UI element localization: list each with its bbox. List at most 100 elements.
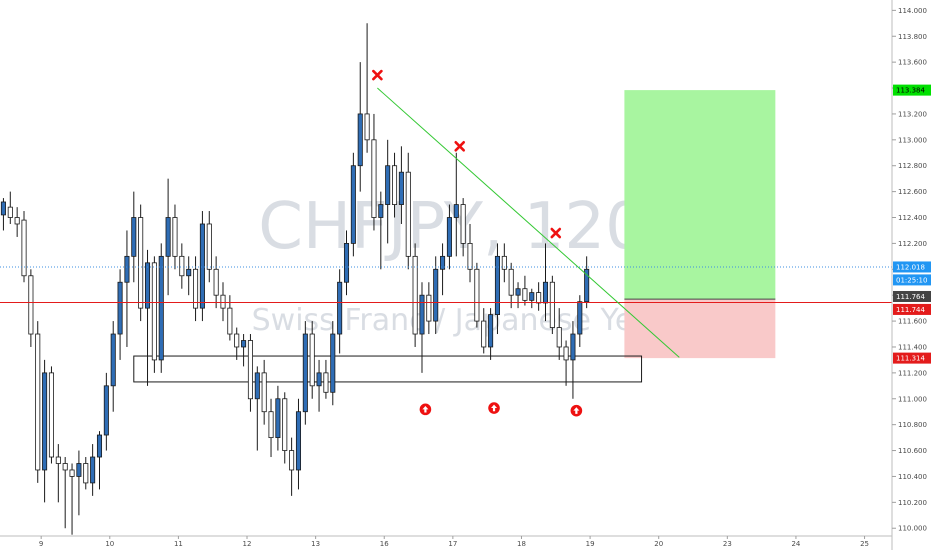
- candle: [206, 211, 212, 283]
- price-tick-label: 112.200: [898, 240, 927, 248]
- support-arrow-up-icon: [488, 402, 500, 414]
- candle-body: [378, 204, 384, 218]
- candle-body: [103, 385, 109, 436]
- candle-body: [193, 268, 199, 309]
- candle: [295, 398, 302, 490]
- candle: [460, 198, 466, 257]
- candle-body: [440, 255, 446, 270]
- time-tick-label: 12: [243, 540, 252, 548]
- support-arrow-up-icon: [570, 404, 583, 417]
- candle-body: [48, 372, 54, 458]
- time-tick-label: 18: [517, 540, 526, 548]
- candle: [131, 191, 137, 283]
- candle: [62, 457, 68, 529]
- candle: [179, 243, 185, 289]
- candle-body: [220, 294, 226, 309]
- candle-body: [405, 171, 411, 257]
- candle: [138, 204, 144, 322]
- candle-body: [110, 333, 116, 387]
- price-badge: 111.314: [893, 352, 931, 364]
- candle-body: [433, 268, 439, 322]
- symbol-watermark: CHFJPY, 120 Swiss Franc / Japanese Yen: [252, 190, 653, 338]
- candle-body: [398, 171, 404, 205]
- time-tick-label: 25: [860, 540, 869, 548]
- candle: [302, 321, 308, 425]
- candle-body: [21, 219, 27, 277]
- candle-body: [158, 255, 164, 361]
- candle: [117, 269, 123, 360]
- price-tick-label: 112.600: [898, 188, 927, 196]
- candle-body: [282, 398, 288, 451]
- candle: [364, 23, 370, 153]
- candle: [55, 444, 61, 503]
- candle-body: [213, 268, 219, 296]
- candle-body: [131, 217, 137, 257]
- lower-high-x-marker: [372, 69, 383, 81]
- price-tick-label: 110.600: [898, 447, 927, 455]
- candle: [515, 282, 521, 309]
- price-badge-bg: [893, 274, 931, 286]
- candle-body: [316, 372, 322, 387]
- candle: [103, 372, 109, 451]
- candle: [110, 321, 116, 412]
- candle: [247, 334, 253, 412]
- candle-body: [549, 281, 555, 328]
- candle-body: [42, 372, 48, 471]
- candle-body: [124, 255, 130, 283]
- price-badge-label: 113.384: [896, 87, 925, 95]
- candle: [282, 392, 288, 464]
- candle: [556, 308, 562, 360]
- candle: [494, 243, 500, 335]
- candle: [529, 288, 535, 309]
- candle: [440, 243, 446, 296]
- candle-body: [302, 333, 308, 413]
- time-axis[interactable]: 9 10 11 12 13 16 17 18 19 20 23 24 25: [0, 535, 892, 548]
- candle-body: [172, 217, 178, 257]
- candle: [481, 308, 487, 354]
- candle-body: [234, 333, 240, 348]
- candle-body: [0, 201, 6, 216]
- candle-body: [144, 262, 151, 309]
- candle-body: [350, 165, 356, 244]
- descending-trendline: [377, 87, 680, 358]
- price-tick-label: 113.200: [898, 110, 927, 118]
- candle: [14, 207, 20, 237]
- watermark-symbol: CHFJPY, 120: [258, 190, 646, 264]
- candle: [261, 359, 267, 425]
- candle: [83, 457, 89, 490]
- price-tick-label: 110.200: [898, 499, 927, 507]
- price-tick-label: 114.000: [898, 7, 927, 15]
- candle: [42, 359, 48, 503]
- candle: [90, 444, 96, 496]
- price-badge-label: 111.314: [896, 355, 925, 363]
- candle: [536, 282, 542, 311]
- candle-body: [460, 204, 466, 244]
- candle: [412, 243, 418, 347]
- watermark-description: Swiss Franc / Japanese Yen: [252, 303, 653, 338]
- price-lines: [0, 266, 892, 303]
- candle-body: [343, 243, 350, 283]
- candle: [0, 198, 6, 231]
- candle-body: [83, 463, 89, 484]
- candle-body: [179, 255, 185, 277]
- candle: [398, 146, 404, 224]
- candle: [151, 256, 157, 373]
- candle: [542, 243, 549, 322]
- price-tick-label: 111.000: [898, 395, 927, 403]
- candle-body: [28, 275, 34, 335]
- candle: [220, 282, 226, 322]
- candle-body: [90, 456, 96, 484]
- candle-body: [199, 223, 205, 309]
- trendline-group[interactable]: [377, 87, 680, 358]
- candle: [309, 321, 315, 399]
- annotation-markers: [372, 69, 583, 417]
- candle-body: [570, 333, 576, 361]
- candle-body: [556, 327, 562, 348]
- candle: [213, 256, 219, 309]
- candle-body: [357, 113, 363, 167]
- price-badge-bg: [893, 352, 931, 364]
- candle-body: [385, 165, 391, 205]
- candle: [28, 269, 34, 347]
